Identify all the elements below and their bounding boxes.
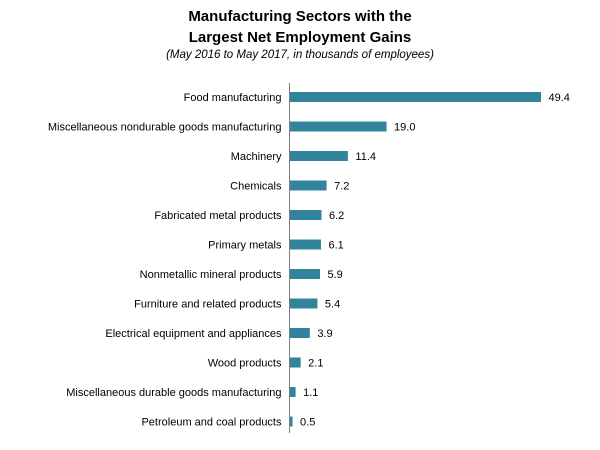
data-label: 6.1	[328, 240, 343, 252]
category-label: Fabricated metal products	[154, 210, 282, 222]
category-label: Primary metals	[208, 240, 282, 252]
category-label: Nonmetallic mineral products	[140, 269, 282, 281]
chart-title-line-1: Manufacturing Sectors with the	[188, 8, 412, 25]
chart-subtitle: (May 2016 to May 2017, in thousands of e…	[166, 49, 434, 61]
category-label: Chemicals	[230, 181, 282, 193]
data-label: 7.2	[334, 181, 349, 193]
data-label: 0.5	[300, 417, 315, 429]
category-label: Electrical equipment and appliances	[105, 328, 282, 340]
category-label: Wood products	[208, 358, 282, 370]
data-label: 5.9	[327, 269, 342, 281]
bar	[290, 151, 348, 161]
bar	[290, 298, 318, 309]
category-label: Machinery	[231, 151, 282, 163]
data-label: 6.2	[329, 210, 344, 222]
bar	[290, 239, 321, 250]
category-label: Furniture and related products	[134, 299, 282, 311]
bar	[290, 121, 387, 132]
bar	[290, 387, 296, 397]
bar	[290, 210, 322, 220]
data-label: 1.1	[303, 387, 318, 399]
data-label: 2.1	[308, 358, 323, 370]
bar	[290, 328, 310, 338]
bar	[290, 92, 541, 102]
bar	[290, 357, 301, 368]
category-label: Food manufacturing	[184, 92, 282, 104]
data-label: 49.4	[549, 92, 570, 104]
category-label: Miscellaneous nondurable goods manufactu…	[48, 122, 282, 134]
bar	[290, 180, 327, 191]
bar	[290, 416, 293, 427]
bar	[290, 269, 320, 279]
category-label: Petroleum and coal products	[141, 417, 282, 429]
chart-title-line-2: Largest Net Employment Gains	[188, 29, 412, 46]
data-label: 11.4	[355, 151, 376, 163]
category-label: Miscellaneous durable goods manufacturin…	[66, 387, 281, 399]
data-label: 19.0	[394, 122, 415, 134]
data-label: 3.9	[317, 328, 332, 340]
data-label: 5.4	[325, 299, 340, 311]
